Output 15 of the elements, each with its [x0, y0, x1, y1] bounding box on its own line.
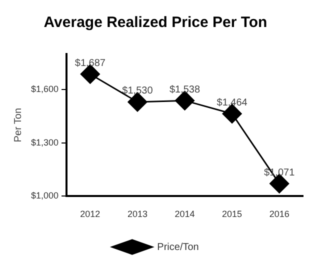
- chart-title: Average Realized Price Per Ton: [44, 14, 268, 32]
- data-label: $1,687: [74, 58, 106, 69]
- data-label: $1,464: [216, 97, 248, 108]
- x-tick-label: 2013: [127, 209, 148, 220]
- x-tick-label: 2012: [80, 209, 100, 220]
- y-tick-label: $1,300: [30, 137, 59, 148]
- x-tick-label: 2015: [222, 209, 242, 220]
- y-axis-title: Per Ton: [12, 108, 24, 142]
- y-tick-label: $1,000: [30, 190, 59, 201]
- data-label: $1,538: [169, 84, 200, 96]
- data-label: $1,530: [122, 86, 154, 97]
- legend-label: Price/Ton: [157, 242, 199, 253]
- x-tick-label: 2014: [174, 209, 195, 220]
- x-tick-label: 2016: [269, 209, 290, 220]
- y-tick-label: $1,600: [30, 84, 59, 94]
